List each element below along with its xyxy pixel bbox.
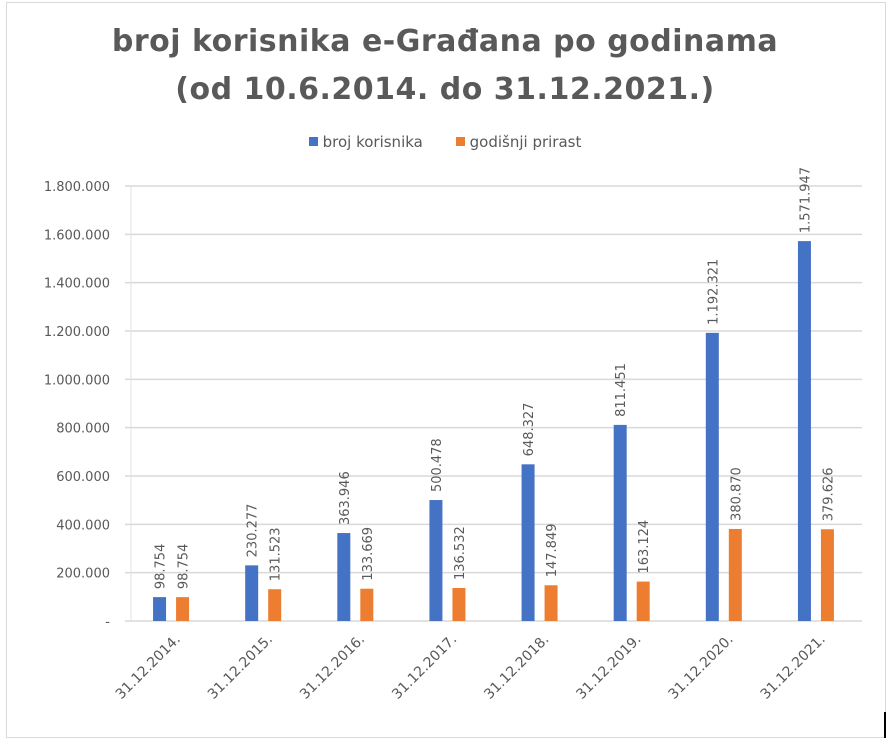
data-label: 379.626	[821, 467, 836, 521]
bar-broj-korisnika	[705, 332, 719, 621]
bar-godisnji-prirast	[176, 597, 190, 621]
legend-item-godisnji-prirast: godišnji prirast	[455, 132, 582, 151]
legend-swatch-orange-icon	[455, 137, 465, 146]
data-label: 131.523	[269, 527, 284, 581]
legend-label: godišnji prirast	[469, 132, 582, 151]
y-tick-label: 1.600.000	[44, 228, 110, 243]
data-label: 147.849	[545, 524, 560, 578]
legend-label: broj korisnika	[322, 132, 423, 151]
bar-godisnji-prirast	[544, 585, 558, 621]
y-tick-label: 600.000	[56, 470, 110, 485]
data-label: 1.192.321	[706, 259, 721, 325]
y-tick-label: 1.000.000	[44, 373, 110, 388]
data-label: 163.124	[637, 520, 652, 574]
x-axis-labels: 31.12.2014. 31.12.2015. 31.12.2016. 31.12.2…	[113, 632, 829, 703]
bar-godisnji-prirast	[268, 589, 282, 621]
y-axis-labels: - 200.000 400.000 600.000 800.000 1.000.000 1.…	[44, 180, 110, 630]
data-label: 363.946	[338, 471, 353, 525]
bar-godisnji-prirast	[452, 588, 466, 621]
bar-broj-korisnika	[521, 464, 535, 621]
y-tick-label: 200.000	[56, 567, 110, 582]
chart-legend: broj korisnika godišnji prirast	[0, 132, 890, 151]
x-tick-label: 31.12.2021.	[758, 632, 829, 703]
data-label: 380.870	[729, 467, 744, 521]
data-label: 133.669	[361, 527, 376, 581]
data-label: 648.327	[522, 403, 537, 457]
chart-title: broj korisnika e-Građana po godinama (od…	[0, 18, 890, 114]
data-label: 500.478	[430, 438, 445, 492]
y-tick-label: 1.800.000	[44, 180, 110, 195]
data-label: 98.754	[154, 544, 169, 590]
bar-broj-korisnika	[429, 500, 443, 621]
bar-broj-korisnika	[337, 533, 351, 621]
text-cursor-mark	[884, 712, 886, 738]
y-tick-label: 400.000	[56, 518, 110, 533]
bar-godisnji-prirast	[728, 528, 742, 621]
bar-broj-korisnika	[153, 597, 167, 621]
x-tick-label: 31.12.2016.	[297, 632, 368, 703]
data-label: 230.277	[246, 504, 261, 558]
data-label: 1.571.947	[798, 167, 813, 233]
bar-broj-korisnika	[613, 424, 627, 621]
gridlines	[125, 185, 862, 622]
data-label: 98.754	[177, 544, 192, 590]
bars	[153, 241, 834, 622]
bar-broj-korisnika	[797, 241, 811, 622]
y-tick-label: 800.000	[56, 422, 110, 437]
x-tick-label: 31.12.2015.	[205, 632, 276, 703]
legend-item-broj-korisnika: broj korisnika	[308, 132, 423, 151]
bar-godisnji-prirast	[360, 588, 374, 621]
chart-title-line-1: broj korisnika e-Građana po godinama	[111, 24, 779, 59]
y-tick-label: 1.200.000	[44, 325, 110, 340]
bar-godisnji-prirast	[636, 581, 650, 621]
data-label: 136.532	[453, 526, 468, 580]
x-tick-label: 31.12.2018.	[481, 632, 552, 703]
y-tick-label: 1.400.000	[44, 277, 110, 292]
x-tick-label: 31.12.2014.	[113, 632, 184, 703]
x-tick-label: 31.12.2019.	[573, 632, 644, 703]
bar-broj-korisnika	[245, 565, 259, 621]
chart-title-line-2: (od 10.6.2014. do 31.12.2021.)	[175, 72, 715, 107]
bar-godisnji-prirast	[820, 529, 834, 621]
x-tick-label: 31.12.2017.	[389, 632, 460, 703]
y-tick-label: -	[105, 615, 110, 630]
legend-swatch-blue-icon	[308, 137, 318, 146]
data-labels: 98.754 98.754 230.277 131.523 363.946 133.669…	[154, 167, 837, 589]
x-tick-label: 31.12.2020.	[665, 632, 736, 703]
data-label: 811.451	[614, 363, 629, 417]
